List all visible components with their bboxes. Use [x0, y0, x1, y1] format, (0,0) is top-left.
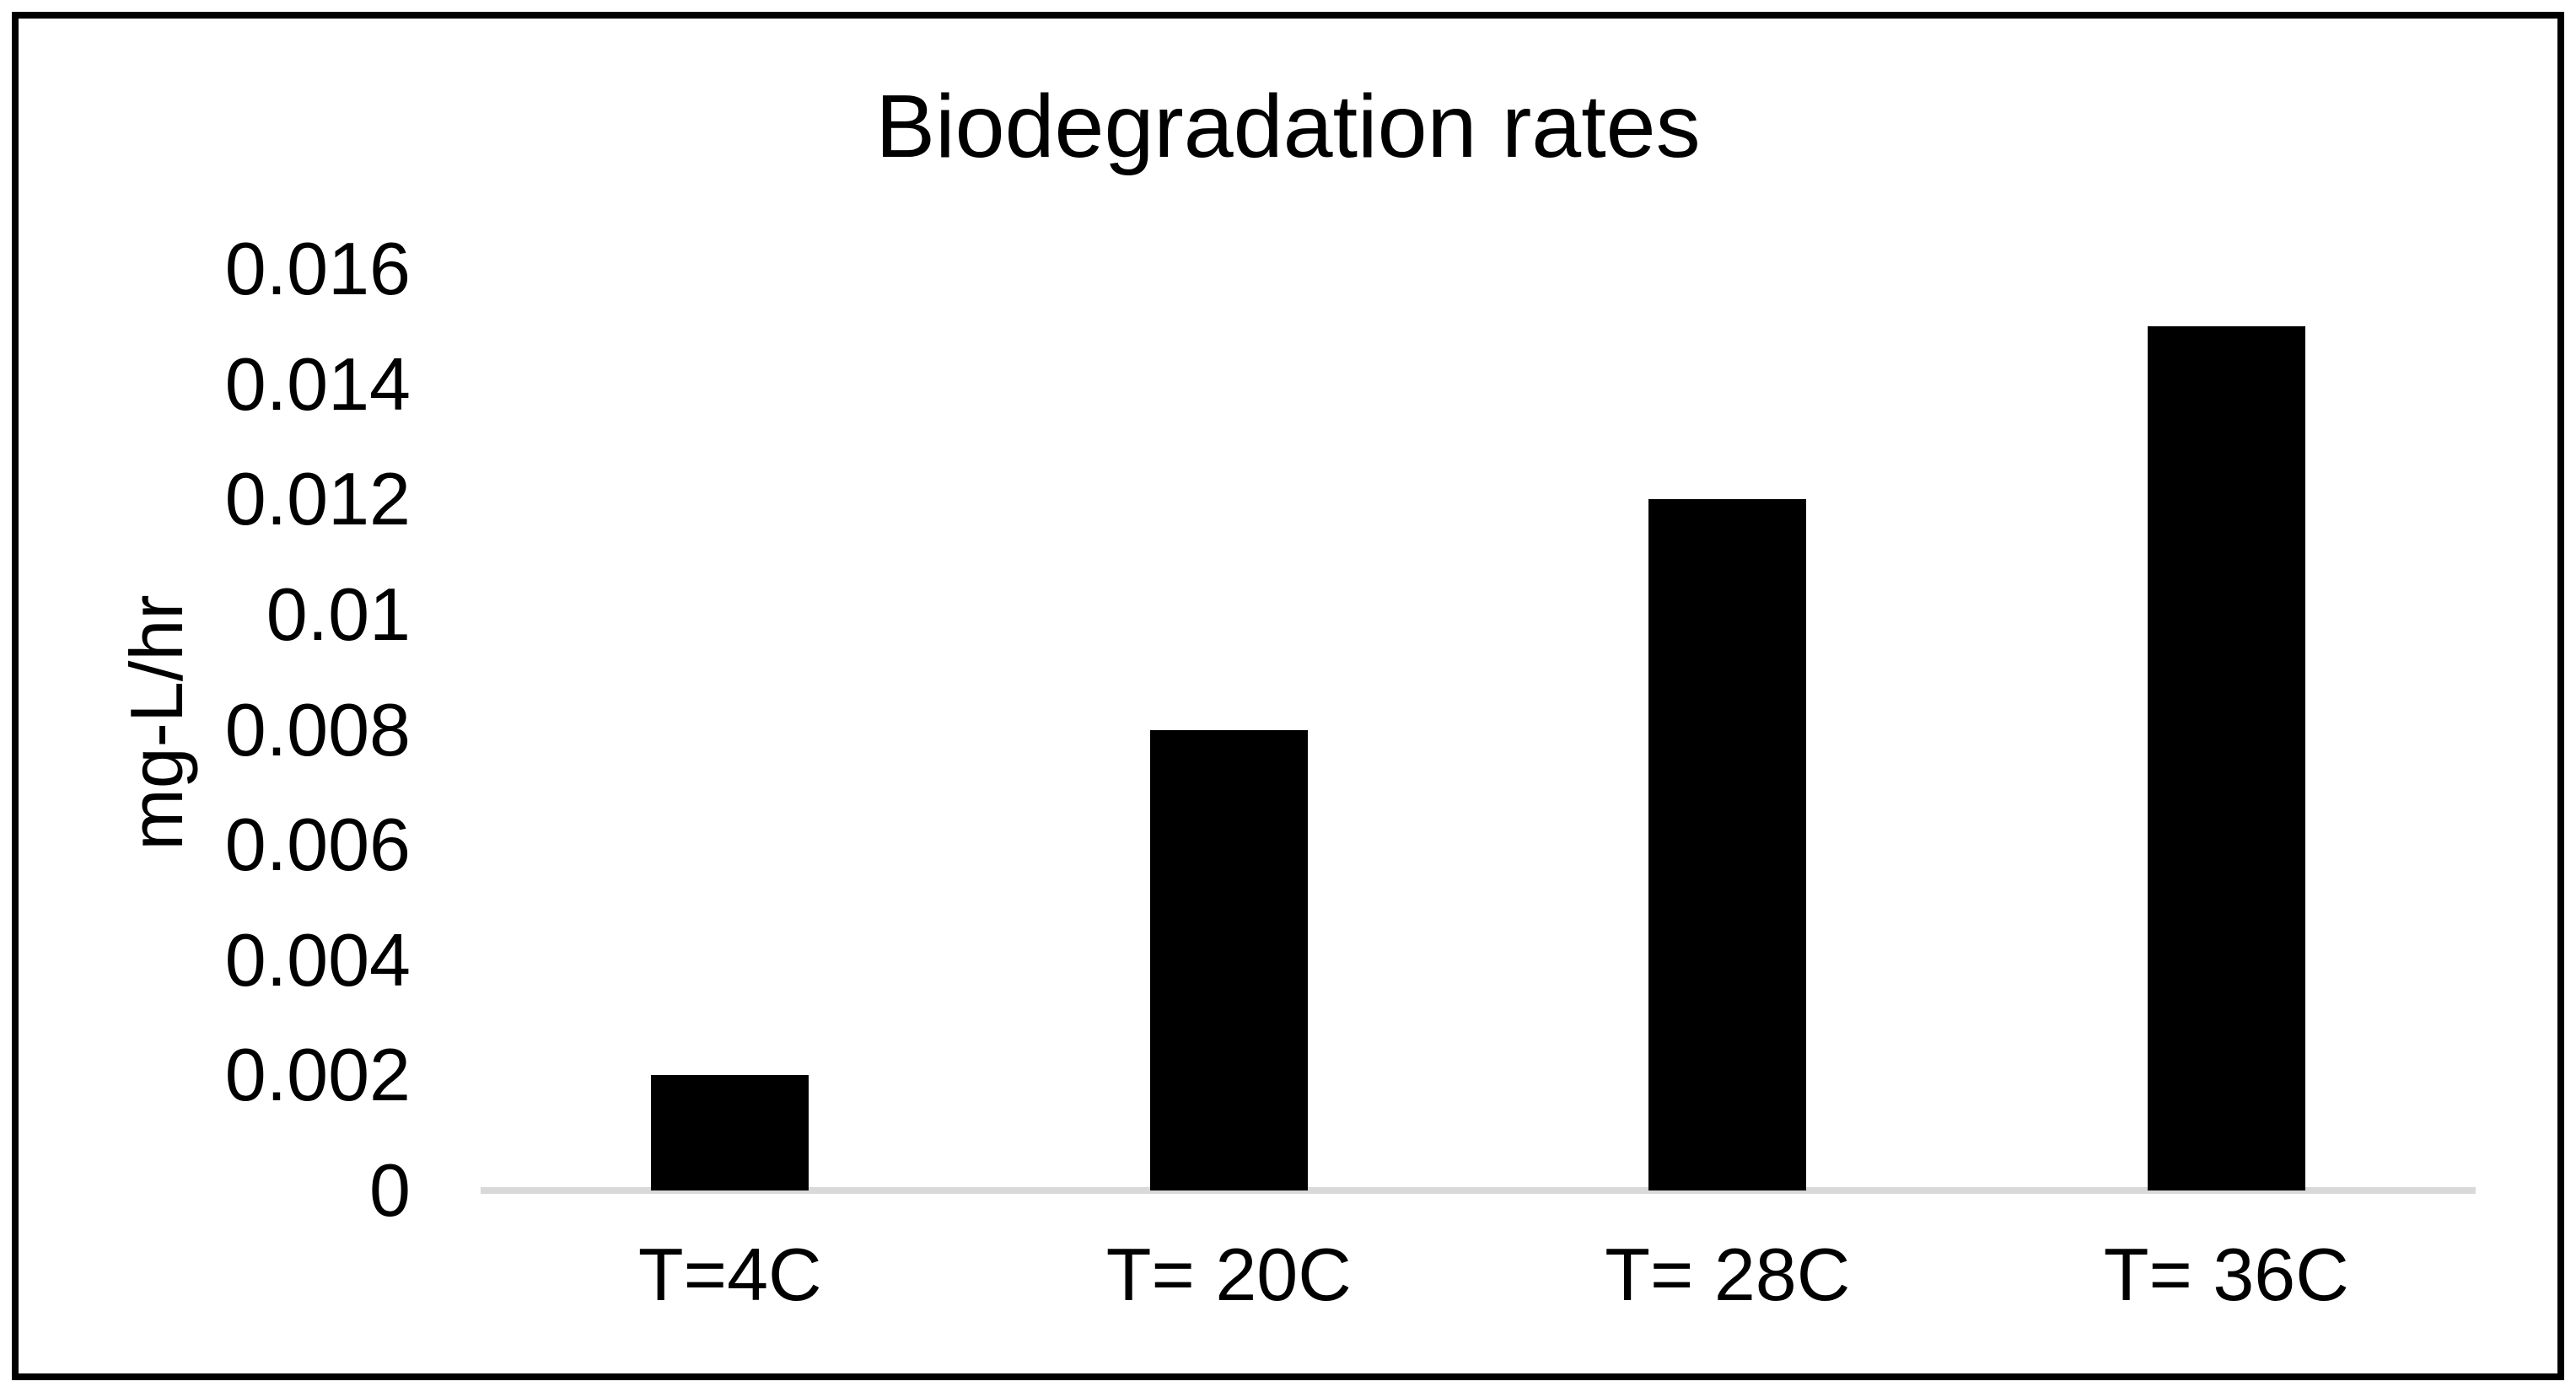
x-axis-line [481, 1187, 2476, 1194]
y-tick-label: 0.014 [224, 341, 411, 426]
y-tick-label: 0.012 [224, 457, 411, 541]
x-tick-label: T=4C [637, 1233, 822, 1316]
y-tick-label: 0.004 [224, 917, 411, 1002]
y-tick-label: 0.01 [266, 572, 411, 656]
y-tick-label: 0.006 [224, 803, 411, 887]
y-tick-label: 0 [369, 1148, 411, 1232]
chart-border [12, 12, 2564, 1380]
y-tick-label: 0.002 [224, 1033, 411, 1117]
y-tick-label: 0.016 [224, 227, 411, 310]
x-tick-label: T= 28C [1605, 1233, 1851, 1316]
y-tick-label: 0.008 [224, 687, 411, 771]
chart-title: Biodegradation rates [875, 77, 1701, 176]
bar [1648, 499, 1807, 1190]
bar [2147, 326, 2305, 1190]
x-tick-label: T= 36C [2103, 1233, 2349, 1316]
x-tick-label: T= 20C [1105, 1233, 1352, 1316]
bar [1149, 729, 1308, 1190]
bar [651, 1075, 809, 1190]
